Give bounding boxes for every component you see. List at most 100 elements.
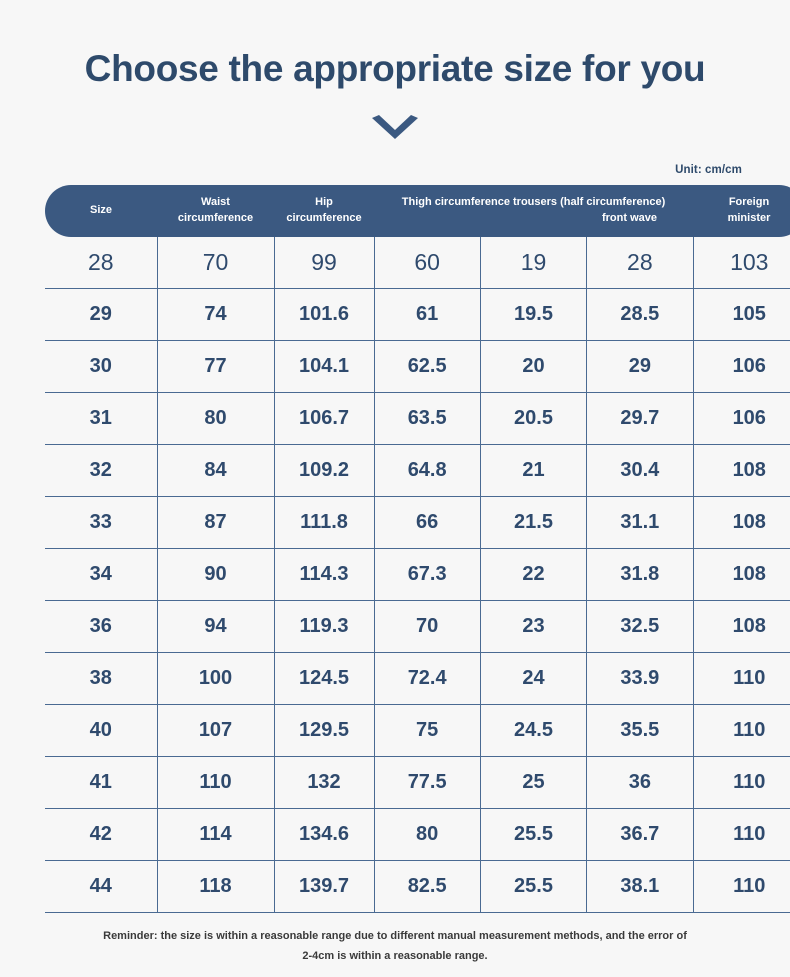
table-cell: 106.7 <box>274 392 375 446</box>
table-row: 44 118 139.7 82.5 25.5 38.1 110 <box>45 860 790 914</box>
table-row: 33 87 111.8 66 21.5 31.1 108 <box>45 496 790 550</box>
table-cell: 110 <box>693 704 790 758</box>
table-cell: 108 <box>693 548 790 602</box>
column-header-thigh-line2: front wave <box>601 212 657 225</box>
table-cell: 36.7 <box>586 808 694 862</box>
table-cell: 118 <box>157 860 275 914</box>
table-cell: 35.5 <box>586 704 694 758</box>
table-cell: 104.1 <box>274 340 375 394</box>
table-cell: 30.4 <box>586 444 694 498</box>
table-cell: 134.6 <box>274 808 375 862</box>
table-cell: 20 <box>480 340 588 394</box>
table-body: 28 70 99 60 19 28 103 29 74 101.6 61 19.5 28.5 105 30 7… <box>45 237 790 914</box>
table-row: 42 114 134.6 80 25.5 36.7 110 <box>45 808 790 862</box>
table-cell: 24 <box>480 652 588 706</box>
table-cell: 72.4 <box>374 652 481 706</box>
table-cell: 64.8 <box>374 444 481 498</box>
table-cell: 110 <box>693 860 790 914</box>
table-cell: 119.3 <box>274 600 375 654</box>
table-cell: 108 <box>693 444 790 498</box>
unit-label: Unit: cm/cm <box>675 164 742 177</box>
table-cell: 31.1 <box>586 496 694 550</box>
table-cell: 41 <box>45 756 158 810</box>
table-cell: 23 <box>480 600 588 654</box>
table-cell: 106 <box>693 340 790 394</box>
table-cell: 28.5 <box>586 288 694 342</box>
table-cell: 40 <box>45 704 158 758</box>
chevron-down-icon <box>0 114 790 144</box>
table-cell: 109.2 <box>274 444 375 498</box>
table-cell: 84 <box>157 444 275 498</box>
table-cell: 99 <box>274 237 375 290</box>
table-cell: 129.5 <box>274 704 375 758</box>
table-cell: 114.3 <box>274 548 375 602</box>
footer-reminder-line1: Reminder: the size is within a reasonabl… <box>103 930 687 943</box>
column-header-foreign-line1: Foreign <box>728 196 770 209</box>
table-row: 32 84 109.2 64.8 21 30.4 108 <box>45 444 790 498</box>
column-header-waist-line1: Waist <box>201 196 230 209</box>
table-cell: 74 <box>157 288 275 342</box>
table-cell: 110 <box>693 808 790 862</box>
table-header-row: Size Waist circumference Hip circumferen… <box>45 185 790 238</box>
table-cell: 103 <box>693 237 790 290</box>
table-cell: 24.5 <box>480 704 588 758</box>
column-header-thigh-line1: Thigh circumference trousers (half circu… <box>401 196 666 209</box>
table-cell: 61 <box>374 288 481 342</box>
column-header-waist-line2: circumference <box>177 212 254 225</box>
column-header-foreign-minister: Foreign minister <box>693 185 790 238</box>
table-cell: 38.1 <box>586 860 694 914</box>
table-row: 28 70 99 60 19 28 103 <box>45 237 790 290</box>
footer-reminder-line2: 2-4cm is within a reasonable range. <box>302 949 488 962</box>
table-cell: 132 <box>274 756 375 810</box>
table-cell: 29.7 <box>586 392 694 446</box>
page-title: Choose the appropriate size for you <box>84 47 706 89</box>
table-cell: 70 <box>374 600 481 654</box>
table-cell: 67.3 <box>374 548 481 602</box>
size-table-wrapper: Size Waist circumference Hip circumferen… <box>45 185 790 914</box>
footer-reminder: Reminder: the size is within a reasonabl… <box>45 927 745 966</box>
size-chart-page: Choose the appropriate size for you Unit… <box>0 25 790 977</box>
table-cell: 31.8 <box>586 548 694 602</box>
table-cell: 107 <box>157 704 275 758</box>
table-cell: 22 <box>480 548 588 602</box>
table-cell: 44 <box>45 860 158 914</box>
size-table: Size Waist circumference Hip circumferen… <box>45 185 790 914</box>
table-cell: 21.5 <box>480 496 588 550</box>
table-cell: 110 <box>157 756 275 810</box>
table-row: 41 110 132 77.5 25 36 110 <box>45 756 790 810</box>
table-cell: 110 <box>693 652 790 706</box>
column-header-hip-circumference: Hip circumference <box>274 185 374 238</box>
table-cell: 63.5 <box>374 392 481 446</box>
table-cell: 124.5 <box>274 652 375 706</box>
table-cell: 32.5 <box>586 600 694 654</box>
table-cell: 139.7 <box>274 860 375 914</box>
table-cell: 82.5 <box>374 860 481 914</box>
table-cell: 36 <box>45 600 158 654</box>
table-cell: 94 <box>157 600 275 654</box>
column-header-size: Size <box>45 185 157 238</box>
table-cell: 32 <box>45 444 158 498</box>
table-header: Size Waist circumference Hip circumferen… <box>45 185 790 238</box>
table-cell: 101.6 <box>274 288 375 342</box>
table-cell: 33.9 <box>586 652 694 706</box>
table-cell: 87 <box>157 496 275 550</box>
table-cell: 29 <box>45 288 158 342</box>
table-cell: 90 <box>157 548 275 602</box>
table-cell: 62.5 <box>374 340 481 394</box>
table-row: 38 100 124.5 72.4 24 33.9 110 <box>45 652 790 706</box>
table-cell: 108 <box>693 600 790 654</box>
table-cell: 75 <box>374 704 481 758</box>
table-cell: 100 <box>157 652 275 706</box>
column-header-hip-line1: Hip <box>315 196 333 209</box>
table-cell: 80 <box>157 392 275 446</box>
table-row: 40 107 129.5 75 24.5 35.5 110 <box>45 704 790 758</box>
table-cell: 25.5 <box>480 860 588 914</box>
table-cell: 70 <box>157 237 275 290</box>
table-cell: 114 <box>157 808 275 862</box>
table-row: 29 74 101.6 61 19.5 28.5 105 <box>45 288 790 342</box>
table-cell: 29 <box>586 340 694 394</box>
unit-label-row: Unit: cm/cm <box>0 160 790 176</box>
table-cell: 28 <box>45 237 158 290</box>
table-row: 34 90 114.3 67.3 22 31.8 108 <box>45 548 790 602</box>
table-cell: 21 <box>480 444 588 498</box>
